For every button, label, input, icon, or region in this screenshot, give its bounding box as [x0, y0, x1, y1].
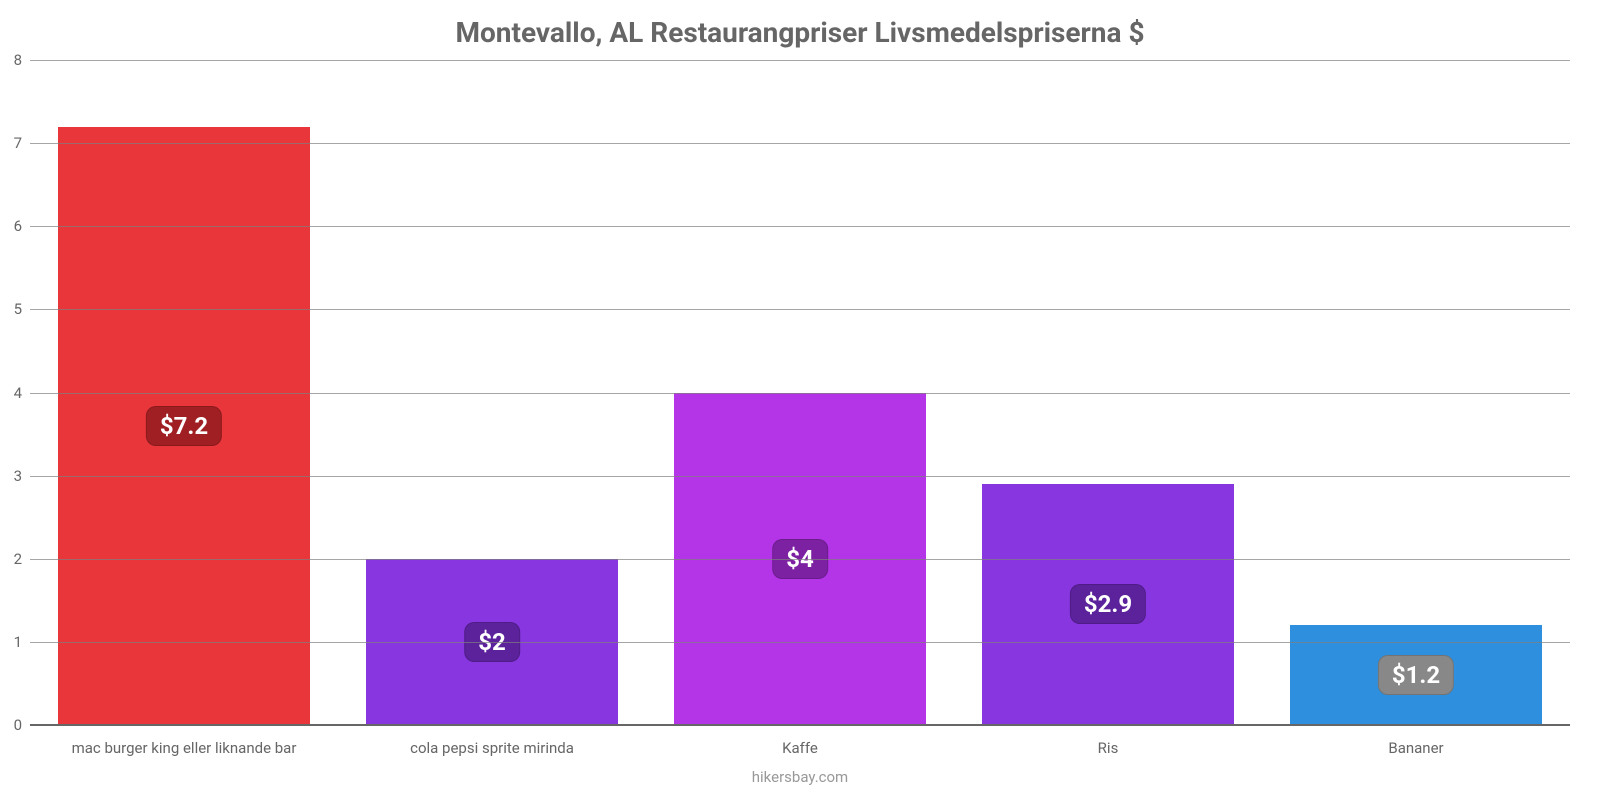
- gridline: [30, 642, 1570, 643]
- gridline: [30, 143, 1570, 144]
- gridline: [30, 309, 1570, 310]
- gridline: [30, 476, 1570, 477]
- gridline: [30, 559, 1570, 560]
- y-tick-label: 8: [14, 51, 30, 69]
- y-tick-label: 5: [14, 300, 30, 318]
- x-tick-label: cola pepsi sprite mirinda: [410, 739, 574, 757]
- y-tick-label: 1: [14, 633, 30, 651]
- value-label: $2.9: [1070, 584, 1146, 624]
- x-tick-label: mac burger king eller liknande bar: [72, 739, 297, 757]
- x-tick-label: Bananer: [1388, 739, 1443, 757]
- bar: $2.9: [982, 484, 1235, 725]
- chart-title: Montevallo, AL Restaurangpriser Livsmede…: [0, 16, 1600, 49]
- x-axis-line: [30, 724, 1570, 726]
- x-tick-label: Kaffe: [782, 739, 818, 757]
- value-label: $7.2: [146, 406, 222, 446]
- gridline: [30, 226, 1570, 227]
- plot-area: $7.2$2$4$2.9$1.2 012345678mac burger kin…: [30, 60, 1570, 725]
- gridline: [30, 60, 1570, 61]
- y-tick-label: 0: [14, 716, 30, 734]
- gridline: [30, 393, 1570, 394]
- y-tick-label: 3: [14, 467, 30, 485]
- price-chart: Montevallo, AL Restaurangpriser Livsmede…: [0, 0, 1600, 800]
- value-label: $1.2: [1378, 655, 1454, 695]
- bar: $1.2: [1290, 625, 1543, 725]
- y-tick-label: 7: [14, 134, 30, 152]
- x-tick-label: Ris: [1098, 739, 1119, 757]
- y-tick-label: 4: [14, 384, 30, 402]
- bar: $7.2: [58, 127, 311, 726]
- y-tick-label: 2: [14, 550, 30, 568]
- attribution-text: hikersbay.com: [0, 768, 1600, 786]
- y-tick-label: 6: [14, 217, 30, 235]
